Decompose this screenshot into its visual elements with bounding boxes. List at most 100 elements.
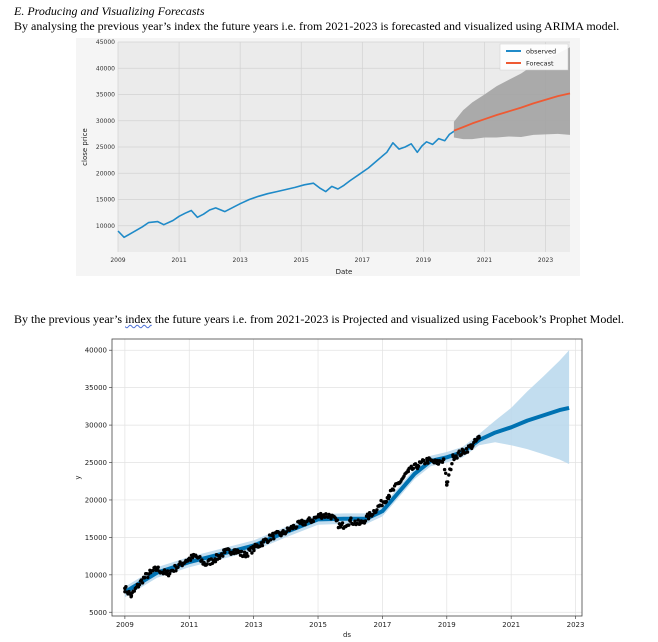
data-point — [232, 548, 237, 552]
data-point — [190, 556, 195, 560]
data-point — [457, 449, 461, 453]
figure-background — [72, 335, 592, 639]
data-point — [200, 558, 204, 562]
data-point — [203, 562, 208, 567]
data-point — [347, 523, 351, 527]
data-point — [441, 457, 446, 462]
data-point — [174, 565, 179, 570]
data-point — [295, 525, 299, 529]
data-point — [221, 554, 225, 558]
data-point — [391, 488, 396, 492]
data-point — [422, 458, 426, 463]
data-point — [193, 554, 198, 558]
data-point — [271, 534, 275, 538]
data-point — [447, 473, 451, 477]
data-point — [426, 461, 430, 465]
data-point — [184, 558, 188, 563]
legend-label-observed: observed — [526, 48, 556, 56]
x-tick-label: 2015 — [294, 257, 309, 264]
data-point — [140, 581, 145, 585]
plot-frame — [111, 338, 583, 617]
data-point — [366, 517, 371, 521]
data-point — [411, 466, 416, 471]
data-point — [251, 546, 256, 551]
x-axis-label: ds — [343, 631, 351, 639]
data-point — [174, 569, 178, 573]
data-point — [446, 480, 450, 484]
data-point — [198, 555, 202, 559]
x-tick-label: 2011 — [171, 257, 186, 264]
data-point — [329, 513, 333, 518]
data-point — [260, 543, 265, 548]
data-point — [309, 518, 314, 522]
spellcheck-underlined-word: index — [125, 312, 152, 326]
data-point — [261, 540, 266, 544]
y-tick-label: 20000 — [85, 496, 107, 504]
data-point — [280, 531, 285, 536]
data-point — [459, 453, 463, 457]
legend-box — [499, 43, 569, 71]
data-point — [248, 548, 252, 552]
x-tick-label: 2009 — [110, 257, 125, 264]
data-point — [464, 447, 469, 451]
data-point — [132, 589, 136, 593]
data-point — [380, 503, 384, 508]
arima-forecast-chart: 2009 2011 2013 2015 2017 2019 2021 2023 10000 150… — [76, 38, 580, 276]
y-tick-label: 25000 — [85, 459, 107, 467]
data-point — [300, 521, 304, 525]
data-point — [155, 567, 159, 571]
data-point — [353, 519, 357, 523]
legend: observed Forecast — [499, 43, 569, 71]
y-tick-label: 40000 — [85, 347, 107, 355]
data-point — [387, 493, 391, 498]
y-tick-label: 20000 — [96, 170, 115, 177]
data-point — [303, 523, 307, 527]
legend-label-forecast: Forecast — [526, 60, 554, 68]
data-point — [218, 556, 222, 560]
data-point — [246, 554, 250, 558]
data-point — [272, 537, 276, 541]
data-point — [338, 525, 343, 529]
data-point — [455, 456, 459, 460]
data-point — [146, 575, 150, 580]
x-tick-label: 2023 — [538, 257, 553, 264]
y-tick-label: 35000 — [85, 384, 107, 392]
data-point — [461, 450, 465, 454]
data-point — [363, 519, 368, 523]
data-point — [348, 519, 353, 523]
data-point — [136, 584, 140, 588]
data-point — [129, 594, 134, 598]
data-point — [375, 508, 379, 512]
data-point — [335, 518, 339, 522]
data-point — [151, 569, 155, 573]
y-tick-label: 25000 — [96, 144, 115, 151]
data-point — [442, 467, 447, 472]
data-point — [213, 557, 217, 561]
data-point — [324, 512, 328, 516]
prophet-paragraph: By the previous year’s index the future … — [14, 312, 624, 327]
data-point — [435, 461, 439, 466]
data-point — [142, 576, 146, 580]
data-point — [162, 568, 167, 572]
arima-paragraph: By analysing the previous year’s index t… — [14, 19, 620, 33]
data-point — [384, 499, 388, 504]
y-axis-label: y — [74, 475, 82, 479]
data-point — [377, 504, 382, 508]
data-point — [358, 522, 362, 526]
y-tick-label: 30000 — [85, 422, 107, 430]
data-point — [245, 551, 249, 556]
data-point — [356, 518, 360, 522]
data-point — [188, 558, 193, 562]
x-tick-label: 2017 — [355, 257, 370, 264]
y-tick-label: 10000 — [96, 223, 115, 230]
data-point — [319, 513, 323, 517]
data-point — [168, 571, 172, 576]
data-point — [449, 467, 453, 472]
data-point — [123, 586, 127, 591]
x-tick-label: 2023 — [567, 621, 585, 629]
observation-points — [123, 434, 481, 599]
data-point — [450, 462, 454, 466]
x-tick-label: 2021 — [502, 621, 520, 629]
x-tick-label: 2013 — [245, 621, 263, 629]
y-tick-label: 5000 — [89, 609, 107, 617]
